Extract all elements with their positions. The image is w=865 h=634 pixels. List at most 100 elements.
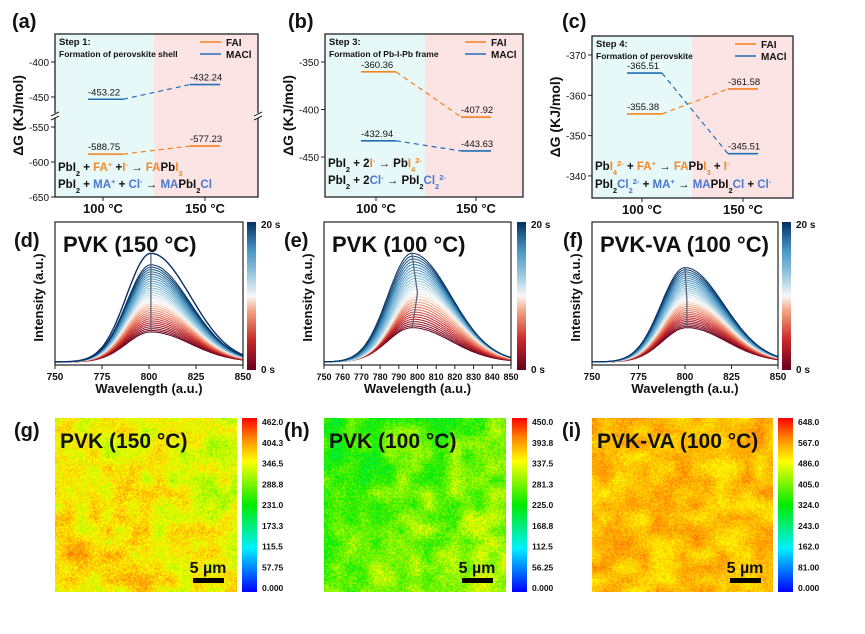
equation-term: I <box>724 161 727 173</box>
energy-panel-c: (c) -370 -360 -350 -340 ΔG (KJ/mol) 100 °C 150 … <box>547 11 794 217</box>
x-tick-label: 150 °C <box>723 202 764 217</box>
legend-label: FAI <box>761 40 777 51</box>
colorbar-tick-label: 405.0 <box>798 479 820 489</box>
plot-title: PVK (100 °C) <box>332 232 466 257</box>
equation-term: Cl <box>200 179 212 191</box>
colorbar-tick-label: 231.0 <box>262 500 284 510</box>
colorbar-tick-label: 324.0 <box>798 500 820 510</box>
colorbar-tick-label: 115.5 <box>262 542 283 552</box>
colorbar-top-label: 20 s <box>261 220 281 231</box>
legend-label: MACl <box>761 52 787 63</box>
y-tick-label: -400 <box>299 106 319 117</box>
equation-term: → <box>143 179 161 191</box>
x-tick-label: 825 <box>188 372 205 383</box>
x-tick-label: 750 <box>316 372 331 382</box>
equation-term: Pb <box>160 162 175 174</box>
equation-term: FA <box>93 162 108 174</box>
level-value-label: -345.51 <box>728 142 760 153</box>
equation-term: PbI <box>401 175 419 187</box>
equation-term: 2 <box>629 186 633 195</box>
colorbar-tick-label: 162.0 <box>798 542 820 552</box>
panel-label: (d) <box>14 230 40 252</box>
x-axis-label: Wavelength (a.u.) <box>631 381 738 396</box>
level-value-label: -577.23 <box>190 134 222 145</box>
equation-term: Cl <box>424 175 436 187</box>
y-tick-label: -600 <box>29 158 49 169</box>
colorbar <box>247 222 256 370</box>
bg-150c <box>692 36 793 198</box>
step-subtitle: Formation of perovskite shell <box>59 49 178 59</box>
equation-term: FA <box>146 162 161 174</box>
panel-label: (f) <box>563 230 583 252</box>
axis-break-mark <box>50 111 60 121</box>
step-subtitle: Formation of perovskite <box>596 51 693 61</box>
spectra-panel-d: (d) PVK (150 °C) 750 775 800 825 850 Wavelength… <box>14 220 281 396</box>
x-tick-label: 775 <box>630 372 647 383</box>
colorbar-tick-label: 393.8 <box>532 438 554 448</box>
bg-150c <box>154 34 258 197</box>
plot-title: PVK (150 °C) <box>63 232 197 257</box>
equation-term: Pb <box>595 161 610 173</box>
colorbar-tick-label: 168.8 <box>532 521 554 531</box>
equation-term: 2- <box>633 177 640 186</box>
map-panel-g: (g) PVK (150 °C) 5 µm 462.0 404.3 346.5 288.8 2… <box>14 417 284 593</box>
equation-term: 2 <box>346 165 350 174</box>
equation-term: 2 <box>76 186 80 195</box>
x-tick-label: 780 <box>373 372 388 382</box>
equation-term: 2- <box>439 173 446 182</box>
equation-term: 2 <box>613 186 617 195</box>
x-tick-label: 800 <box>410 372 425 382</box>
equation-term: FA <box>674 161 689 173</box>
legend-label: MACl <box>491 50 517 61</box>
colorbar-tick-label: 346.5 <box>262 459 284 469</box>
y-axis-label: ΔG (KJ/mol) <box>547 77 563 158</box>
y-axis-label: ΔG (KJ/mol) <box>10 75 26 156</box>
colorbar <box>782 222 791 370</box>
y-tick-label: -450 <box>29 93 49 104</box>
connector-fai <box>122 145 191 155</box>
x-tick-label: 830 <box>466 372 481 382</box>
x-tick-label: 150 °C <box>185 201 226 216</box>
scale-bar <box>730 578 761 583</box>
y-tick-label: -370 <box>566 51 586 62</box>
x-tick-label: 100 °C <box>83 201 124 216</box>
reaction-equation: PbI2 + 2Cl- → PbI2Cl22- <box>328 173 446 191</box>
equation-term: → <box>375 158 393 170</box>
y-axis-label: Intensity (a.u.) <box>300 253 315 341</box>
map-panel-h: (h) PVK (100 °C) 5 µm 450.0 393.8 337.5 281.3 2… <box>284 417 554 593</box>
x-tick-label: 150 °C <box>456 201 497 216</box>
colorbar-tick-label: 450.0 <box>532 417 554 427</box>
x-tick-label: 760 <box>335 372 350 382</box>
equation-term: → <box>384 175 402 187</box>
x-tick-label: 770 <box>354 372 369 382</box>
equation-term: 2 <box>346 182 350 191</box>
plot-frame <box>324 33 524 198</box>
reaction-equation: PbI2 + FA+ +I- → FAPbI3 <box>58 160 183 178</box>
scale-bar <box>462 578 493 583</box>
bg-100c <box>325 34 425 197</box>
peak-trace-line <box>411 253 418 328</box>
equation-term: - <box>381 173 384 182</box>
equation-term: + <box>108 160 113 169</box>
equation-term: PbI <box>711 179 729 191</box>
legend-label: FAI <box>226 38 242 49</box>
x-tick-label: 750 <box>584 372 601 383</box>
level-value-label: -432.94 <box>361 129 393 140</box>
x-axis-label: Wavelength (a.u.) <box>364 381 471 396</box>
y-tick-label: -340 <box>566 172 586 183</box>
connector-fai <box>395 71 462 118</box>
colorbar-top-label: 20 s <box>531 220 551 231</box>
equation-term: PbI <box>58 179 76 191</box>
equation-term: Pb <box>393 158 408 170</box>
panel-label: (a) <box>12 11 36 33</box>
colorbar-tick-label: 112.5 <box>532 542 553 552</box>
level-value-label: -360.36 <box>361 60 393 71</box>
x-tick-label: 840 <box>485 372 500 382</box>
pl-intensity-map <box>55 418 237 592</box>
x-tick-label: 810 <box>429 372 444 382</box>
connector-macl <box>395 140 462 152</box>
y-axis-label: Intensity (a.u.) <box>568 253 583 341</box>
equation-term: PbI <box>328 158 346 170</box>
colorbar-tick-label: 648.0 <box>798 417 820 427</box>
level-value-label: -361.58 <box>728 77 760 88</box>
